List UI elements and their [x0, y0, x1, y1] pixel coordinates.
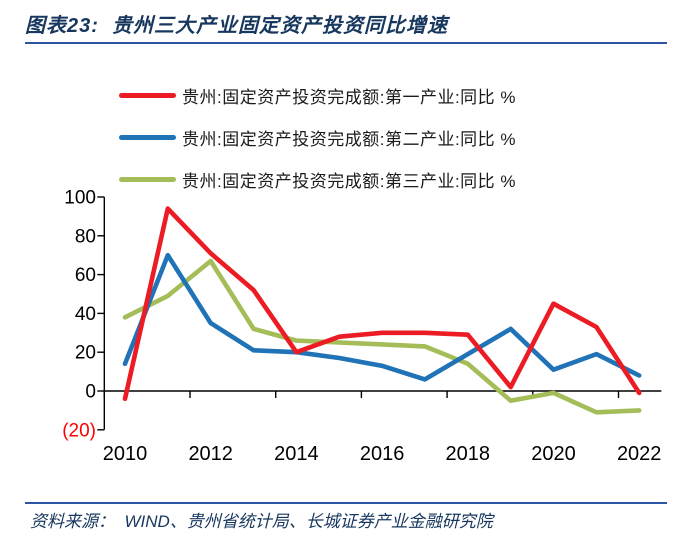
- legend-item-primary-industry: 贵州:固定资产投资完成额:第一产业:同比 %: [119, 74, 516, 116]
- red-line-swatch-icon: [119, 92, 176, 98]
- line-tertiary-industry: [122, 258, 642, 415]
- y-tick-label-20: 20: [75, 343, 96, 364]
- figure-title: 图表23: 贵州三大产业固定资产投资同比增速: [25, 15, 449, 37]
- source-divider: [25, 502, 667, 504]
- x-tick-label-2018: 2018: [446, 443, 491, 465]
- blue-line-swatch-icon: [119, 134, 176, 140]
- x-tick-label-2022: 2022: [617, 443, 662, 465]
- source-note: 资料来源： WIND、贵州省统计局、长城证券产业金融研究院: [30, 512, 493, 531]
- x-tick-label-2010: 2010: [103, 443, 148, 465]
- legend-label-primary-industry: 贵州:固定资产投资完成额:第一产业:同比 %: [182, 87, 517, 107]
- y-tick-label-neg20neg: (20): [62, 420, 96, 441]
- legend-item-secondary-industry: 贵州:固定资产投资完成额:第二产业:同比 %: [119, 116, 516, 158]
- legend-label-tertiary-industry: 贵州:固定资产投资完成额:第三产业:同比 %: [182, 171, 517, 191]
- line-chart: 100 80 60 40 20 0 (20) 2010 2012 2014 2016 2018 2020…: [62, 188, 662, 466]
- y-tick-label-60: 60: [75, 265, 96, 286]
- y-tick-label-40: 40: [75, 304, 96, 325]
- green-line-swatch-icon: [119, 176, 176, 182]
- line-secondary-industry: [122, 252, 642, 382]
- x-tick-label-2014: 2014: [274, 443, 319, 465]
- x-tick-label-2016: 2016: [360, 443, 405, 465]
- y-tick-label-80: 80: [75, 226, 96, 247]
- y-tick-label-100: 100: [64, 188, 96, 209]
- x-tick-label-2012: 2012: [188, 443, 233, 465]
- legend-label-secondary-industry: 贵州:固定资产投资完成额:第二产业:同比 %: [182, 129, 517, 149]
- title-divider: [25, 42, 667, 44]
- x-tick-label-2020: 2020: [531, 443, 576, 465]
- y-tick-label-0: 0: [85, 382, 96, 403]
- chart-legend: 贵州:固定资产投资完成额:第一产业:同比 % 贵州:固定资产投资完成额:第二产业…: [119, 74, 516, 200]
- line-primary-industry: [122, 206, 642, 402]
- legend-item-tertiary-industry: 贵州:固定资产投资完成额:第三产业:同比 %: [119, 158, 516, 200]
